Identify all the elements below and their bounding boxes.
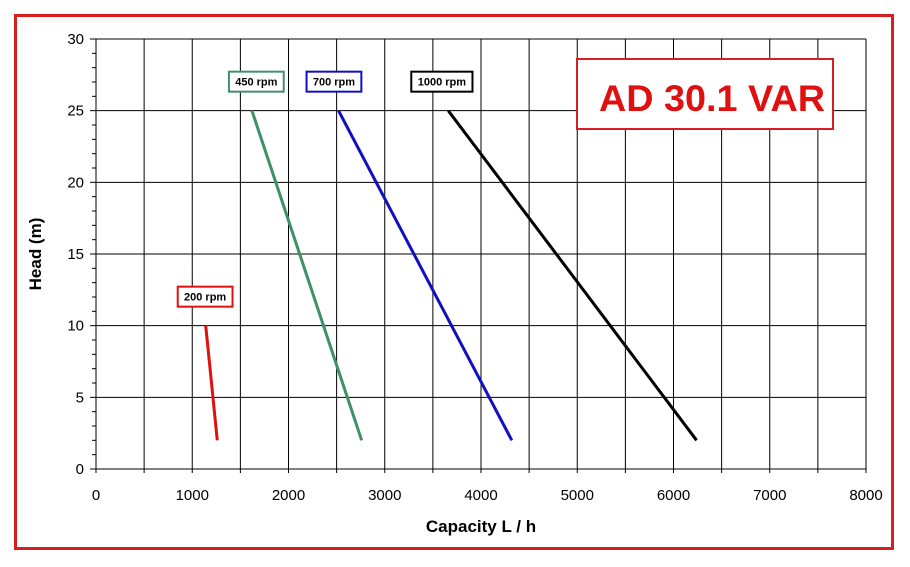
y-tick-label: 10 bbox=[67, 318, 84, 335]
x-tick-label: 7000 bbox=[753, 487, 786, 504]
x-tick-label: 2000 bbox=[272, 487, 305, 504]
minor-ticks bbox=[90, 38, 867, 473]
y-tick-label: 20 bbox=[67, 174, 84, 191]
tick-labels: 0 1000 2000 3000 4000 5000 6000 7000 8000 0 5 10 15 2… bbox=[67, 31, 882, 504]
series-lines bbox=[204, 109, 698, 442]
chart-title: AD 30.1 VAR bbox=[599, 78, 825, 119]
series-label: 200 rpm bbox=[184, 292, 226, 304]
y-tick-label: 15 bbox=[67, 246, 84, 263]
outer-frame bbox=[14, 14, 894, 550]
series-label: 1000 rpm bbox=[418, 77, 467, 89]
y-tick-label: 5 bbox=[76, 389, 84, 406]
series-labels: 200 rpm 450 rpm 700 rpm 1000 rpm bbox=[176, 70, 474, 308]
x-tick-label: 0 bbox=[92, 487, 100, 504]
model-badge: AD 30.1 VAR bbox=[576, 58, 834, 130]
x-tick-label: 6000 bbox=[657, 487, 690, 504]
series-label-box bbox=[305, 70, 363, 93]
x-tick-label: 3000 bbox=[368, 487, 401, 504]
x-tick-label: 8000 bbox=[849, 487, 882, 504]
x-tick-label: 1000 bbox=[176, 487, 209, 504]
series-line bbox=[447, 109, 698, 442]
series-label-box bbox=[176, 285, 234, 308]
series-line bbox=[250, 110, 364, 441]
y-tick-label: 30 bbox=[67, 31, 84, 48]
series-line bbox=[204, 325, 219, 441]
y-tick-label: 25 bbox=[67, 103, 84, 120]
series-label: 450 rpm bbox=[235, 77, 277, 89]
series-line bbox=[337, 109, 514, 442]
x-axis-title: Capacity L / h bbox=[426, 517, 536, 536]
y-tick-label: 0 bbox=[76, 461, 84, 478]
series-label: 700 rpm bbox=[313, 77, 355, 89]
series-label-box bbox=[410, 70, 474, 93]
y-axis-title: Head (m) bbox=[26, 218, 45, 291]
series-label-box bbox=[227, 70, 285, 93]
x-tick-label: 5000 bbox=[561, 487, 594, 504]
x-tick-label: 4000 bbox=[464, 487, 497, 504]
